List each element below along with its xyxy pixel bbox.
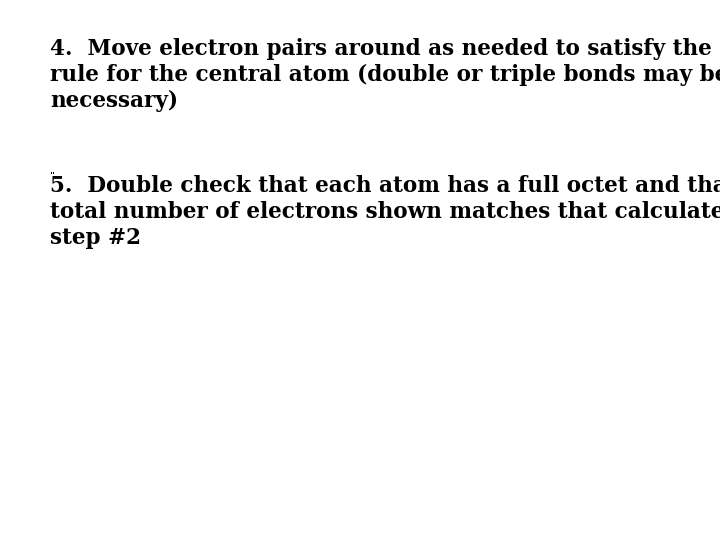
- Text: necessary): necessary): [50, 90, 178, 112]
- Text: 4.  Move electron pairs around as needed to satisfy the octet: 4. Move electron pairs around as needed …: [50, 38, 720, 60]
- Text: rule for the central atom (double or triple bonds may be: rule for the central atom (double or tri…: [50, 64, 720, 86]
- Text: total number of electrons shown matches that calculated in: total number of electrons shown matches …: [50, 201, 720, 223]
- Text: 5.  Double check that each atom has a full octet and that the: 5. Double check that each atom has a ful…: [50, 175, 720, 197]
- Text: step #2: step #2: [50, 227, 141, 249]
